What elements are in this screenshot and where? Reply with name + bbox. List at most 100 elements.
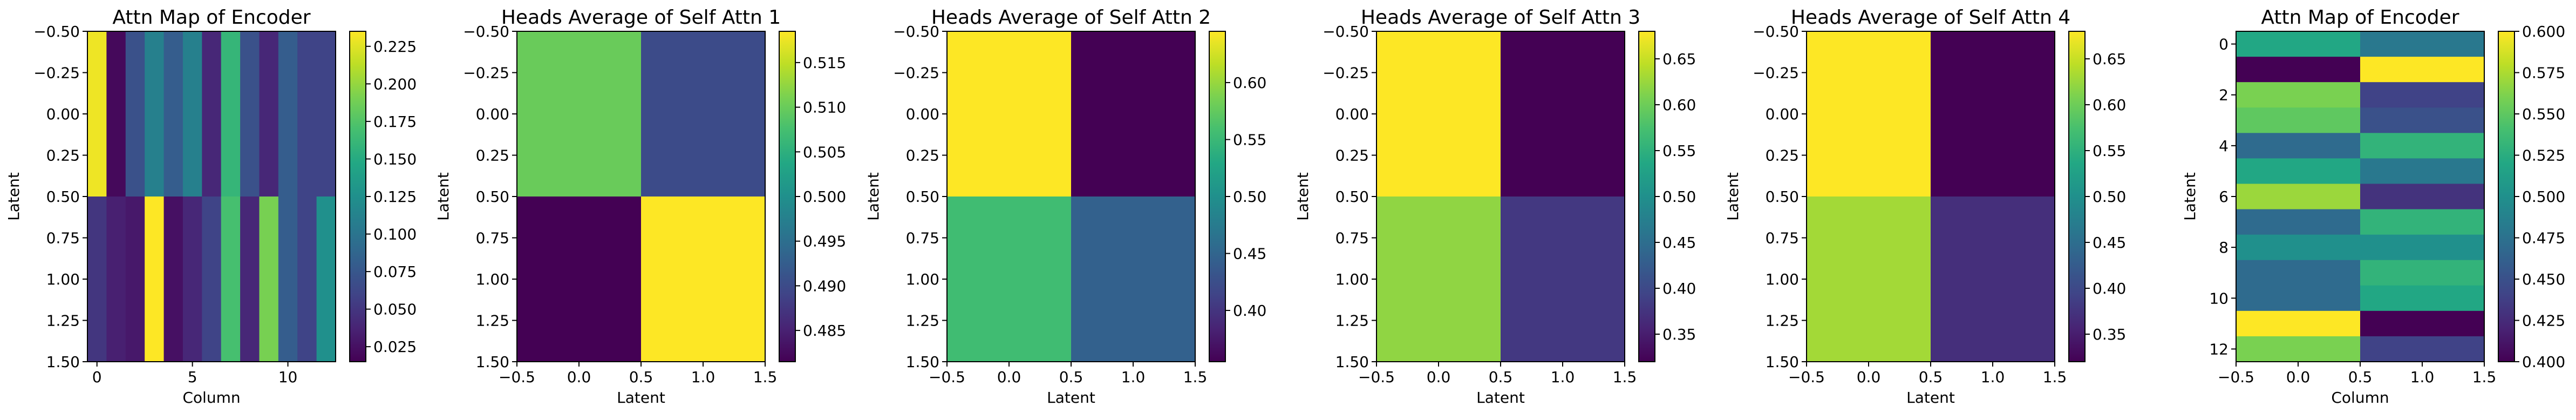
heatmap-cell <box>947 31 1072 197</box>
chart-title: Heads Average of Self Attn 4 <box>1791 6 2070 29</box>
x-tick-label: 1.5 <box>2472 368 2497 386</box>
y-tick-label: 0.50 <box>46 188 80 206</box>
y-tick-label: 0.25 <box>1335 147 1369 165</box>
y-tick-label: 0.75 <box>476 229 509 247</box>
heatmap-cell <box>2236 158 2361 185</box>
heatmap-cell <box>182 197 202 362</box>
heatmap-cell <box>278 197 298 362</box>
y-axis-label: Latent <box>1724 172 1742 221</box>
colorbar-tick-label: 0.35 <box>2093 326 2126 343</box>
colorbar <box>350 31 366 362</box>
colorbar-tick-label: 0.575 <box>2522 64 2565 82</box>
heatmap-cell <box>163 197 183 362</box>
colorbar-tick-label: 0.65 <box>1662 50 1696 68</box>
colorbar-tick-label: 0.40 <box>1233 302 1266 320</box>
x-tick-label: 0.0 <box>1857 368 1881 386</box>
y-tick-label: −0.50 <box>463 23 509 40</box>
y-tick-label: −0.50 <box>893 23 939 40</box>
y-tick-label: 4 <box>2219 137 2229 155</box>
heatmap-panel-1: Attn Map of Encoder 0 5 10 −0.50 −0.25 0.00 0.2… <box>5 6 417 407</box>
heatmap-cell <box>1376 31 1501 197</box>
heatmap-panel-6: Attn Map of Encoder −0.5 0.0 0.5 1.0 1.5 0 2 4 6 8… <box>2181 6 2565 407</box>
y-tick-label: 1.50 <box>1335 353 1369 371</box>
x-tick-label: 0.5 <box>1489 368 1513 386</box>
colorbar <box>779 31 795 362</box>
colorbar-tick-label: 0.425 <box>2522 312 2565 330</box>
heatmap-cell <box>2236 260 2361 286</box>
x-tick-label: 0 <box>92 368 102 386</box>
x-tick-label: 0.0 <box>997 368 1021 386</box>
heatmap-cell <box>2236 209 2361 235</box>
colorbar <box>2069 31 2085 362</box>
colorbar-tick-label: 0.510 <box>803 99 846 117</box>
y-tick-label: 0.50 <box>906 188 939 206</box>
y-tick-label: 0.00 <box>1766 105 1799 123</box>
colorbar-tick-label: 0.55 <box>1662 142 1696 160</box>
y-tick-label: 1.25 <box>906 312 939 330</box>
heatmap-cell <box>2360 133 2485 159</box>
x-tick-label: 1.0 <box>1121 368 1146 386</box>
heatmap-cell <box>259 31 279 197</box>
chart-title: Heads Average of Self Attn 1 <box>501 6 781 29</box>
colorbar-tick-label: 0.450 <box>2522 270 2565 288</box>
heatmap-cell <box>2236 133 2361 159</box>
y-tick-label: 1.50 <box>906 353 939 371</box>
heatmap-cell <box>106 197 126 362</box>
heatmap-cell <box>517 197 642 362</box>
colorbar-tick-label: 0.55 <box>1233 131 1266 148</box>
colorbar-tick-label: 0.45 <box>1662 234 1696 252</box>
y-tick-label: 1.50 <box>46 353 80 371</box>
heatmap-cell <box>641 31 766 197</box>
y-tick-label: 12 <box>2209 340 2229 358</box>
heatmap-cell <box>259 197 279 362</box>
heatmap-cell <box>221 197 241 362</box>
heatmap-cell <box>2360 260 2485 286</box>
x-tick-label: −0.5 <box>499 368 535 386</box>
y-tick-label: −0.25 <box>1753 64 1799 82</box>
heatmap-cell <box>1376 197 1501 362</box>
colorbar-tick-label: 0.500 <box>803 188 846 206</box>
heatmap-cell <box>517 31 642 197</box>
y-tick-label: 1.25 <box>476 312 509 330</box>
heatmap-cell <box>87 197 107 362</box>
heatmap-panel-4: Heads Average of Self Attn 3 −0.5 0.0 0.5 1.… <box>1294 6 1696 407</box>
y-tick-label: 0.25 <box>476 147 509 165</box>
colorbar <box>1639 31 1655 362</box>
y-tick-label: 1.00 <box>1766 270 1799 288</box>
y-tick-label: 0.75 <box>46 229 80 247</box>
colorbar-tick-label: 0.50 <box>1662 188 1696 206</box>
colorbar-tick-label: 0.40 <box>1662 280 1696 297</box>
y-axis-label: Latent <box>2181 172 2199 221</box>
y-tick-label: 8 <box>2219 239 2229 256</box>
heatmap-cell <box>1501 197 1625 362</box>
x-tick-label: 0.5 <box>1059 368 1083 386</box>
colorbar <box>2498 31 2514 362</box>
x-tick-label: 10 <box>278 368 298 386</box>
y-tick-label: −0.50 <box>33 23 80 40</box>
chart-title: Heads Average of Self Attn 3 <box>1361 6 1640 29</box>
colorbar-tick-label: 0.40 <box>2093 280 2126 297</box>
colorbar-tick-label: 0.55 <box>2093 142 2126 160</box>
heatmap-cell <box>1071 31 1196 197</box>
y-tick-label: 0.25 <box>46 147 80 165</box>
y-tick-label: 1.00 <box>906 270 939 288</box>
x-tick-label: 1.5 <box>2043 368 2067 386</box>
heatmap-cell <box>221 31 241 197</box>
y-tick-label: 1.25 <box>1766 312 1799 330</box>
y-axis-label: Latent <box>434 172 452 221</box>
x-axis-label: Column <box>2331 389 2389 407</box>
colorbar-tick-label: 0.50 <box>2093 188 2126 206</box>
y-tick-label: 0.00 <box>1335 105 1369 123</box>
heatmap-cell <box>2360 158 2485 185</box>
x-axis-label: Latent <box>617 389 665 407</box>
y-tick-label: −0.50 <box>1323 23 1369 40</box>
heatmap-cell <box>947 197 1072 362</box>
heatmap-cell <box>2236 31 2361 57</box>
heatmap-cell <box>2360 234 2485 261</box>
heatmap-cell <box>2236 57 2361 83</box>
y-tick-label: 1.00 <box>476 270 509 288</box>
y-tick-label: 10 <box>2209 289 2229 307</box>
heatmap-cell <box>87 31 107 197</box>
colorbar-tick-label: 0.45 <box>2093 234 2126 252</box>
colorbar-tick-label: 0.200 <box>373 75 417 93</box>
